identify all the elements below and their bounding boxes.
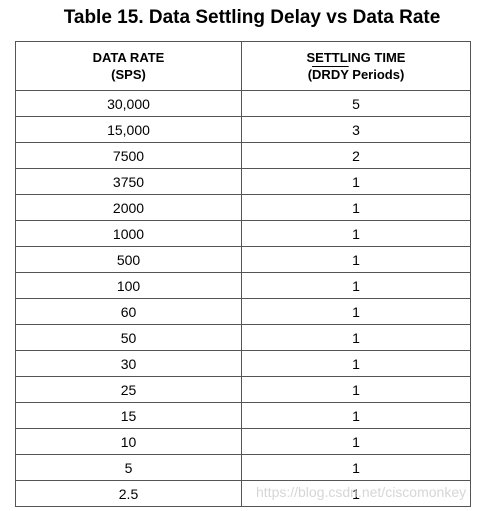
table-title: Table 15. Data Settling Delay vs Data Ra… [63, 7, 441, 28]
table-row: 30 1 [15, 350, 471, 377]
cell-settling-time: 1 [241, 428, 471, 455]
header-periods-text: Periods) [348, 67, 405, 82]
table-row: 60 1 [15, 298, 471, 325]
header-paren-open: ( [307, 67, 313, 82]
table-row: 50 1 [15, 324, 471, 351]
cell-data-rate: 50 [15, 324, 242, 351]
cell-settling-time: 3 [241, 116, 471, 143]
header-data-rate: DATA RATE (SPS) [15, 41, 242, 91]
cell-data-rate: 100 [15, 272, 242, 299]
cell-settling-time: 1 [241, 402, 471, 429]
cell-settling-time: 5 [241, 90, 471, 117]
cell-data-rate: 15,000 [15, 116, 242, 143]
cell-settling-time: 1 [241, 454, 471, 481]
cell-settling-time: 1 [241, 194, 471, 221]
cell-data-rate: 2.5 [15, 480, 242, 507]
cell-settling-time: 1 [241, 298, 471, 325]
table-row: 500 1 [15, 246, 471, 273]
cell-data-rate: 1000 [15, 220, 242, 247]
cell-settling-time: 1 [241, 324, 471, 351]
header-settling-time-line1: SETTLING TIME [306, 50, 406, 65]
table-row: 15 1 [15, 402, 471, 429]
table-row: 100 1 [15, 272, 471, 299]
cell-data-rate: 25 [15, 376, 242, 403]
cell-data-rate: 60 [15, 298, 242, 325]
table-row: 10 1 [15, 428, 471, 455]
settling-delay-table: DATA RATE (SPS) SETTLING TIME (DRDY Peri… [15, 41, 471, 507]
cell-data-rate: 7500 [15, 142, 242, 169]
cell-settling-time: 1 [241, 168, 471, 195]
table-row: 15,000 3 [15, 116, 471, 143]
header-data-rate-line1: DATA RATE [92, 50, 165, 65]
header-drdy-overlined: DRDY [312, 67, 349, 82]
table-row: 2.5 1 [15, 480, 471, 507]
cell-data-rate: 10 [15, 428, 242, 455]
cell-settling-time: 1 [241, 272, 471, 299]
cell-data-rate: 30 [15, 350, 242, 377]
table-body: 30,000 5 15,000 3 7500 2 3750 1 2000 1 1000 1 500 1 10… [15, 90, 471, 507]
cell-settling-time: 1 [241, 376, 471, 403]
table-row: 2000 1 [15, 194, 471, 221]
cell-data-rate: 30,000 [15, 90, 242, 117]
cell-data-rate: 3750 [15, 168, 242, 195]
header-settling-time-line2: (DRDY Periods) [242, 66, 470, 83]
cell-settling-time: 1 [241, 350, 471, 377]
table-row: 1000 1 [15, 220, 471, 247]
cell-data-rate: 15 [15, 402, 242, 429]
cell-data-rate: 500 [15, 246, 242, 273]
cell-settling-time: 1 [241, 480, 471, 507]
cell-data-rate: 5 [15, 454, 242, 481]
table-header-row: DATA RATE (SPS) SETTLING TIME (DRDY Peri… [15, 41, 471, 91]
cell-settling-time: 2 [241, 142, 471, 169]
header-data-rate-line2: (SPS) [111, 67, 146, 82]
table-row: 30,000 5 [15, 90, 471, 117]
cell-settling-time: 1 [241, 220, 471, 247]
table-row: 25 1 [15, 376, 471, 403]
cell-data-rate: 2000 [15, 194, 242, 221]
header-settling-time: SETTLING TIME (DRDY Periods) [241, 41, 471, 91]
cell-settling-time: 1 [241, 246, 471, 273]
table-row: 3750 1 [15, 168, 471, 195]
table-row: 7500 2 [15, 142, 471, 169]
